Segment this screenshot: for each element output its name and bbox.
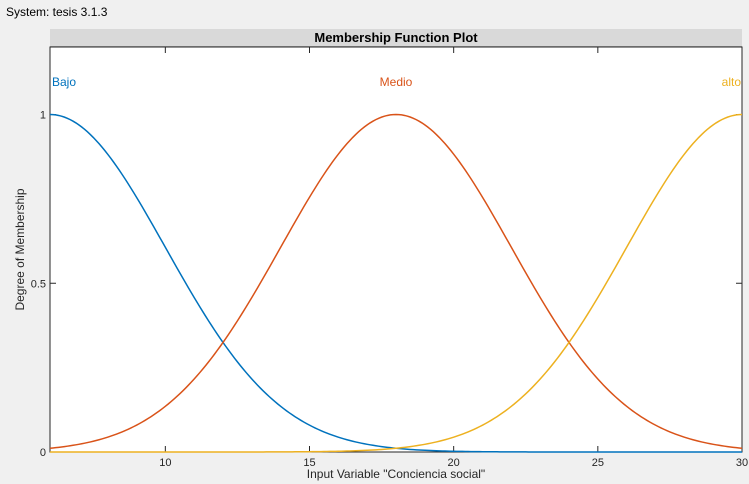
mf-label-medio: Medio (380, 75, 413, 89)
x-tick-label: 25 (592, 457, 604, 469)
plot-title: Membership Function Plot (314, 30, 478, 45)
y-axis-label: Degree of Membership (13, 188, 27, 310)
mf-curve-alto (50, 113, 743, 453)
plot-area (49, 46, 743, 453)
y-tick-label: 0.5 (31, 278, 46, 290)
x-tick-label: 15 (303, 457, 315, 469)
axis-tick-labels: 10 15 20 25 30 0 0.5 1 (31, 110, 748, 470)
x-tick-label: 20 (448, 457, 460, 469)
system-label: System: tesis 3.1.3 (6, 5, 108, 19)
x-tick-label: 30 (736, 457, 748, 469)
y-tick-label: 1 (40, 110, 46, 122)
membership-curves (49, 113, 743, 453)
y-tick-label: 0 (40, 447, 46, 459)
x-tick-label: 10 (159, 457, 171, 469)
membership-function-labels: Bajo Medio alto (52, 75, 741, 89)
mf-label-alto: alto (722, 75, 742, 89)
mf-curve-medio (49, 113, 743, 449)
x-axis-label: Input Variable "Conciencia social" (307, 467, 485, 481)
plot-title-bar: Membership Function Plot (50, 29, 742, 47)
mf-label-bajo: Bajo (52, 75, 76, 89)
